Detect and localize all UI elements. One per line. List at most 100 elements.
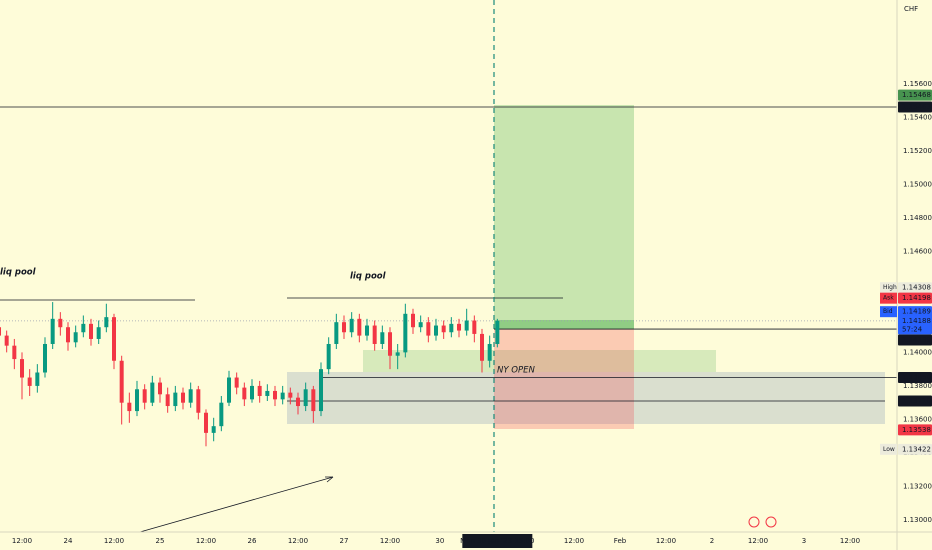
- x-tick-label: 26: [248, 537, 257, 545]
- x-tick-label: Feb: [614, 537, 627, 545]
- price-tag: [898, 282, 932, 294]
- candle-body: [165, 394, 170, 407]
- candle-body: [211, 426, 216, 433]
- annotation: liq pool: [350, 272, 387, 282]
- x-tick-label: 12:00: [196, 537, 216, 545]
- price-tag: [898, 395, 932, 407]
- candle-body: [388, 332, 393, 356]
- price-tag-name: Low: [883, 446, 895, 453]
- candle-body: [257, 385, 262, 396]
- candle-body: [35, 372, 40, 386]
- candle-body: [127, 402, 132, 412]
- candle-body: [12, 345, 17, 360]
- price-tag-label: 1.13538: [902, 426, 931, 434]
- stop-zone: [494, 329, 634, 429]
- candle-body: [0, 327, 2, 336]
- price-tag-label: 1.14139: [902, 336, 931, 344]
- price-tag: [898, 101, 932, 113]
- candle-body: [365, 325, 370, 336]
- x-tick-label: 30: [435, 537, 444, 545]
- candle-body: [196, 389, 201, 413]
- candle-body: [81, 323, 86, 333]
- price-tag: [898, 334, 932, 346]
- candle-body: [403, 313, 408, 353]
- candle-body: [4, 335, 9, 346]
- candles: [0, 302, 500, 447]
- price-tag-label: 1.14198: [902, 294, 931, 302]
- candle-body: [280, 392, 285, 400]
- candle-body: [426, 322, 431, 336]
- candle-body: [342, 322, 347, 333]
- candle-body: [480, 333, 485, 361]
- x-tick-label: 12:00: [656, 537, 676, 545]
- y-tick-label: 1.13600: [903, 415, 932, 423]
- candle-body: [311, 389, 316, 412]
- candle-body: [319, 369, 324, 412]
- levels: [0, 106, 897, 402]
- candle-body: [273, 390, 278, 400]
- y-tick-label: 1.15600: [903, 80, 932, 88]
- candle-body: [495, 320, 500, 344]
- countdown: 57:24: [902, 325, 923, 333]
- price-tag-label: 1.15468: [902, 91, 931, 99]
- price-tag: [898, 89, 932, 101]
- candle-body: [43, 343, 48, 373]
- event-icon[interactable]: [748, 516, 760, 528]
- price-tag-label: 1.14189: [902, 308, 931, 316]
- price-tag: [898, 372, 932, 384]
- y-tick-label: 1.15000: [903, 181, 932, 189]
- y-tick-label: 1.14000: [903, 348, 932, 356]
- annotation: NY OPEN: [497, 366, 535, 376]
- candle-body: [119, 360, 124, 403]
- x-tick-label: 12:00: [840, 537, 860, 545]
- candle-body: [411, 313, 416, 328]
- candle-body: [219, 402, 224, 427]
- y-tick-label: 1.13200: [903, 483, 932, 491]
- price-tag-label: 1.13710: [902, 397, 931, 405]
- crosshair-time: Mon 30 Jan '23 15:00: [460, 537, 534, 545]
- y-tick-label: 1.14600: [903, 248, 932, 256]
- candle-body: [418, 322, 423, 328]
- price-tag: [898, 443, 932, 455]
- candle-body: [242, 387, 247, 400]
- x-tick-label: 12:00: [104, 537, 124, 545]
- candle-body: [380, 332, 385, 344]
- candle-body: [150, 382, 155, 403]
- candle-body: [357, 318, 362, 336]
- price-tag-name-bg: [880, 306, 897, 318]
- candle-body: [89, 323, 94, 339]
- candle-body: [434, 325, 439, 336]
- y-tick-label: 1.15400: [903, 114, 932, 122]
- candle-body: [112, 317, 117, 361]
- candle-body: [20, 359, 25, 378]
- x-tick-label: 12:00: [564, 537, 584, 545]
- candle-body: [227, 377, 232, 403]
- axes: 1.15600 1.15400 1.15200 1.15000 1.14800 1.146…: [12, 80, 932, 548]
- candle-body: [303, 389, 308, 407]
- candle-body: [441, 325, 446, 333]
- price-tag-name-bg: [880, 292, 897, 304]
- event-icon[interactable]: [765, 516, 777, 528]
- x-tick-label: 12:00: [380, 537, 400, 545]
- annotation: liq pool: [0, 268, 37, 278]
- candle-body: [296, 397, 301, 407]
- price-tag-label: 1.13850: [902, 374, 931, 382]
- candle-body: [204, 412, 209, 433]
- zone: [287, 372, 885, 424]
- x-tick-label: 12:00: [12, 537, 32, 545]
- price-tag-label: 1.14308: [902, 284, 931, 292]
- candle-body: [135, 389, 140, 412]
- candle-body: [349, 318, 354, 333]
- candle-body: [457, 323, 462, 331]
- candle-body: [58, 318, 63, 328]
- candle-body: [142, 389, 147, 403]
- candle-body: [288, 392, 293, 398]
- candle-body: [487, 343, 492, 361]
- candle-body: [27, 377, 32, 386]
- x-tick-label: 2: [710, 537, 714, 545]
- profit-strip: [494, 320, 634, 329]
- crosshair-time-bg: [462, 534, 533, 548]
- x-tick-label: 3: [802, 537, 806, 545]
